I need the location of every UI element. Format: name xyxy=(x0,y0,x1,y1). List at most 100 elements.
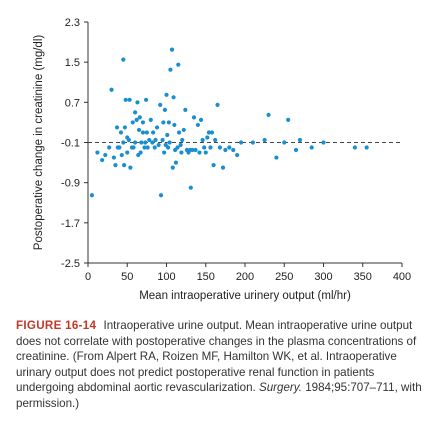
data-point xyxy=(151,130,156,135)
data-point xyxy=(274,155,279,160)
data-point xyxy=(114,125,120,130)
data-point xyxy=(181,127,186,133)
data-point xyxy=(143,97,149,102)
data-point xyxy=(213,137,218,143)
data-point xyxy=(109,87,114,92)
data-point xyxy=(180,137,185,143)
y-tick-label: 2.3 xyxy=(65,17,80,29)
x-tick-label: 200 xyxy=(236,271,254,283)
data-point xyxy=(156,142,161,148)
data-point xyxy=(200,137,205,143)
data-points xyxy=(89,47,369,198)
data-point xyxy=(136,127,142,133)
data-point xyxy=(160,137,165,143)
data-point xyxy=(231,147,236,153)
data-point xyxy=(173,160,179,165)
data-point xyxy=(205,135,210,140)
y-tick-label: -1.7 xyxy=(61,218,80,230)
data-point xyxy=(171,95,176,100)
data-point xyxy=(321,140,326,145)
data-point xyxy=(144,130,149,135)
data-point xyxy=(170,165,175,170)
data-point xyxy=(188,185,193,190)
data-point xyxy=(137,115,142,120)
data-point xyxy=(121,57,126,62)
data-point xyxy=(162,107,168,112)
data-point xyxy=(150,140,155,145)
data-point xyxy=(220,165,226,170)
data-point xyxy=(197,150,202,155)
data-point xyxy=(107,145,112,150)
data-point xyxy=(178,142,183,148)
data-point xyxy=(122,162,127,168)
data-point xyxy=(165,145,171,150)
data-point xyxy=(135,100,140,105)
data-point xyxy=(117,145,122,150)
data-point xyxy=(215,102,220,107)
data-point xyxy=(140,120,146,125)
data-point xyxy=(183,107,188,112)
data-point xyxy=(208,145,213,150)
data-point xyxy=(209,130,215,135)
x-axis-label: Mean intraoperative urinery output (ml/h… xyxy=(139,290,351,302)
data-point xyxy=(123,97,128,102)
data-point xyxy=(169,47,175,52)
data-point xyxy=(143,140,148,145)
data-point xyxy=(127,97,132,102)
scatter-chart: 0 50 100 150 200 250 300 350 400 2.3 1.5 0.7 -0.1 -0.… xyxy=(33,17,411,302)
data-point xyxy=(364,145,369,150)
x-tick-label: 0 xyxy=(85,271,91,283)
data-point xyxy=(217,145,222,150)
data-point xyxy=(235,152,240,158)
data-point xyxy=(128,165,133,170)
data-point xyxy=(89,193,95,198)
data-point xyxy=(95,150,100,155)
data-point xyxy=(297,137,303,143)
data-point xyxy=(250,140,255,145)
data-point xyxy=(122,125,127,130)
data-point xyxy=(158,193,164,198)
data-point xyxy=(145,145,150,150)
data-point xyxy=(121,140,126,145)
data-point xyxy=(158,102,163,107)
x-tick-label: 300 xyxy=(314,271,332,283)
data-point xyxy=(262,137,267,143)
data-point xyxy=(309,145,314,150)
data-point xyxy=(148,117,153,123)
data-point xyxy=(190,147,195,153)
y-tick-label: -0.1 xyxy=(61,138,80,150)
data-point xyxy=(164,92,169,97)
x-tick-label: 50 xyxy=(121,271,133,283)
data-point xyxy=(153,137,158,143)
y-tick-label: -0.9 xyxy=(61,178,80,190)
x-tick-label: 350 xyxy=(354,271,372,283)
data-point xyxy=(125,150,130,155)
data-point xyxy=(223,147,228,153)
data-point xyxy=(130,120,135,125)
data-point xyxy=(140,130,146,135)
data-point xyxy=(176,130,182,135)
data-point xyxy=(293,147,299,153)
data-point xyxy=(152,145,157,150)
data-point xyxy=(142,145,147,150)
data-point xyxy=(191,115,197,120)
data-point xyxy=(103,152,108,158)
caption-citation: 1984;95:707–711, with permission.) xyxy=(16,381,422,410)
data-point xyxy=(175,145,180,150)
data-point xyxy=(165,132,170,138)
data-point xyxy=(166,120,171,125)
data-point xyxy=(119,152,124,158)
data-point xyxy=(111,155,117,160)
data-point xyxy=(352,145,357,150)
data-point xyxy=(198,117,204,123)
data-point xyxy=(203,150,208,155)
data-point xyxy=(131,145,136,150)
data-point xyxy=(100,157,105,163)
data-point xyxy=(168,67,173,72)
data-point xyxy=(147,137,152,143)
data-point xyxy=(126,137,131,143)
data-point xyxy=(154,125,160,130)
data-point xyxy=(202,145,207,150)
figure-label: FIGURE 16-14 xyxy=(16,319,97,332)
figure-caption: FIGURE 16-14 Intraoperative urine output… xyxy=(16,318,426,412)
